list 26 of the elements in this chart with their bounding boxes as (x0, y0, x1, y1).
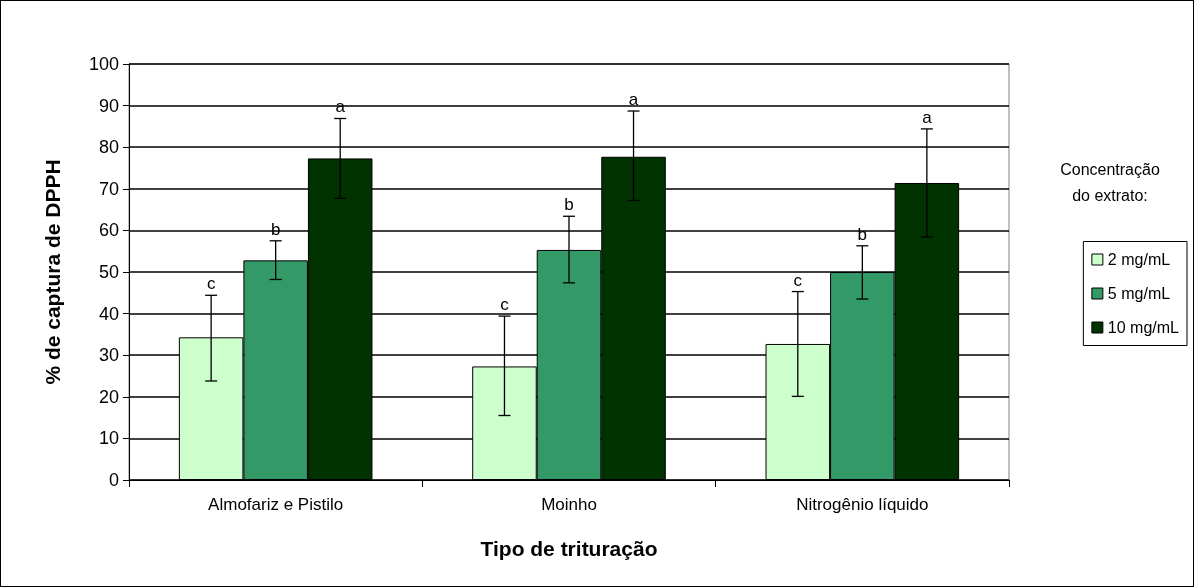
annotation: a (628, 90, 639, 110)
x-tick-label: Moinho (541, 495, 597, 514)
annotation: a (922, 107, 933, 127)
annotation: c (206, 274, 216, 294)
y-axis-title: % de captura de DPPH (41, 159, 64, 385)
y-tick-label: 80 (98, 137, 119, 158)
y-tick-label: 100 (88, 54, 119, 74)
legend-label: 2 mg/mL (1107, 251, 1171, 268)
annotation: c (500, 295, 510, 315)
y-tick-label: 40 (98, 303, 119, 324)
legend-label: 10 mg/mL (1107, 319, 1180, 336)
y-tick-label: 20 (98, 386, 119, 407)
annotation: b (564, 195, 574, 215)
legend-label: 5 mg/mL (1107, 285, 1171, 302)
y-tick-label: 90 (98, 95, 119, 116)
y-tick-label: 70 (98, 178, 119, 199)
x-tick-label: Nitrogênio líquido (796, 495, 929, 514)
y-tick-label: 50 (98, 262, 119, 282)
legend-title: Concentração do extrato: (1060, 160, 1160, 204)
annotation: c (793, 270, 803, 290)
y-tick-label: 60 (98, 220, 119, 241)
y-tick-label: 10 (98, 428, 119, 449)
y-tick-label: 0 (108, 470, 119, 490)
x-tick-label: Almofariz e Pistilo (208, 495, 344, 514)
y-tick-label: 30 (98, 345, 119, 366)
x-axis-title: Tipo de trituração (480, 537, 658, 560)
